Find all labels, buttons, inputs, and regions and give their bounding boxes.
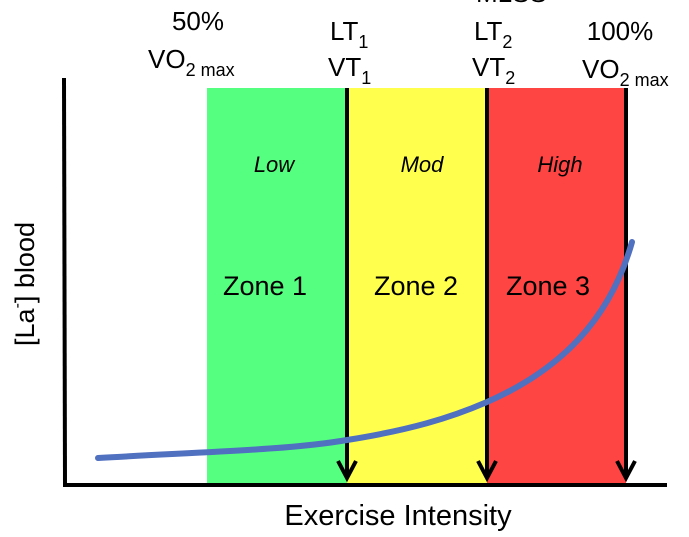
marker-threshold-2: MLSS LT2 VT2 [472,0,547,88]
lactate-curve [95,239,635,461]
x-axis-label: Exercise Intensity [284,500,512,532]
svg-text:VO2 max: VO2 max [582,54,669,90]
svg-text:50%: 50% [172,6,224,36]
svg-text:VT2: VT2 [472,52,515,88]
svg-text:VO2 max: VO2 max [148,44,235,80]
zone-3-band [487,88,626,484]
svg-text:VT1: VT1 [328,52,371,88]
zone-1-band [207,88,347,484]
marker-vo2-50: 50% VO2 max [148,6,235,80]
svg-text:LT2: LT2 [474,16,512,52]
zone-2-name: Zone 2 [374,271,458,301]
y-axis [62,77,67,487]
zone-3-name: Zone 3 [506,271,590,301]
zone-1-intensity: Low [254,152,296,177]
zone-1-name: Zone 1 [223,271,307,301]
y-axis-label: [La-] blood [9,222,40,346]
zone-2-intensity: Mod [401,152,445,177]
marker-vo2-100: 100% VO2 max [582,16,669,90]
arrow-threshold-1 [336,88,358,483]
svg-text:LT1: LT1 [330,16,368,52]
marker-threshold-1: LT1 VT1 [328,16,371,88]
arrow-vo2max [615,88,637,483]
svg-text:MLSS: MLSS [476,0,547,8]
svg-text:100%: 100% [587,16,654,46]
arrow-threshold-2 [476,88,498,483]
zone-2-band [347,88,487,484]
zone-3-intensity: High [537,152,582,177]
